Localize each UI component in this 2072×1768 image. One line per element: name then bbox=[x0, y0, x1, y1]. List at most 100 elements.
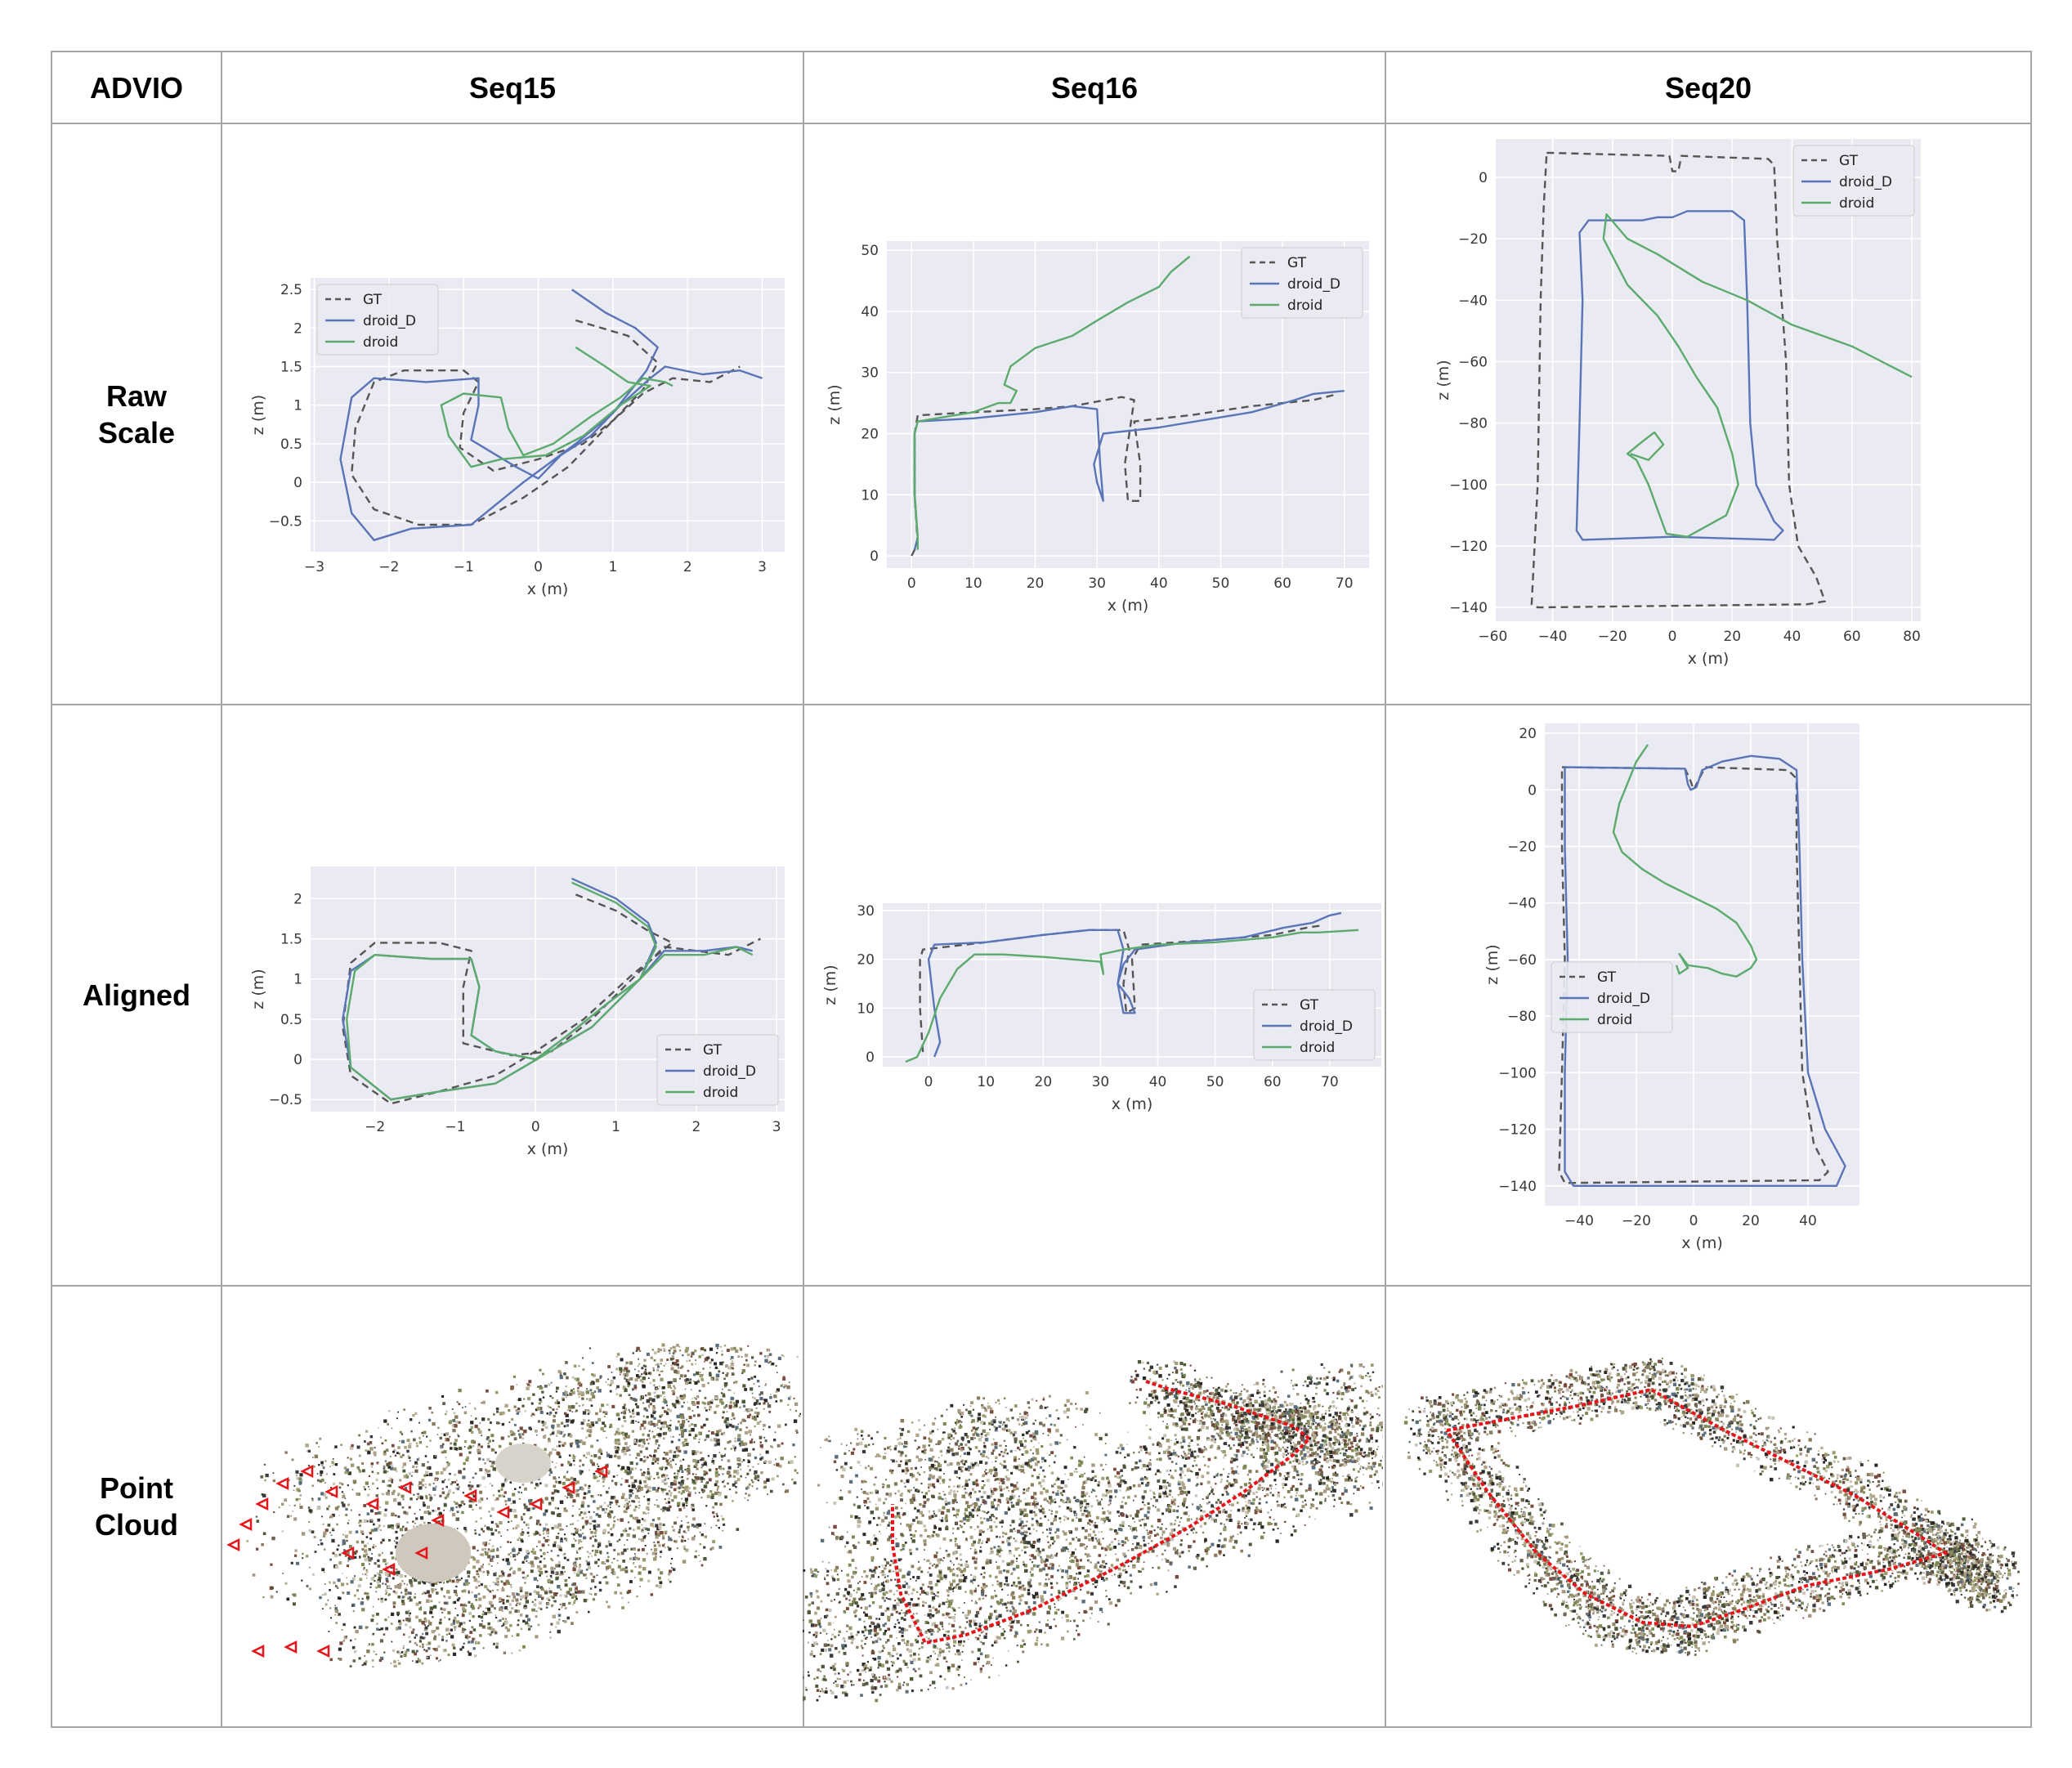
y-tick-label: 30 bbox=[861, 365, 879, 382]
series-line-droid bbox=[345, 881, 754, 1101]
y-tick-label: 50 bbox=[861, 243, 879, 259]
cloud-object bbox=[396, 1524, 471, 1582]
x-tick-label: −2 bbox=[378, 559, 399, 575]
row-label-aligned: Aligned bbox=[83, 978, 190, 1012]
y-tick-label: 30 bbox=[857, 903, 875, 920]
series-line-gt bbox=[1558, 766, 1829, 1184]
y-tick-label: 1.5 bbox=[280, 932, 302, 948]
x-axis-label: x (m) bbox=[527, 1140, 569, 1158]
seq16-raw-plot: 0 10 20 30 40 50 60 70 0 10 20 30 40 50 x (m) z (m) GT dr… bbox=[826, 241, 1369, 615]
x-tick-label: 40 bbox=[1149, 1074, 1167, 1090]
row-label-raw-scale: Raw Scale bbox=[97, 378, 176, 450]
series-line-droid bbox=[440, 346, 674, 468]
series-line-droid bbox=[1602, 213, 1913, 538]
x-axis-label: x (m) bbox=[1681, 1234, 1723, 1252]
y-tick-label: −20 bbox=[1458, 231, 1488, 248]
y-tick-label: 10 bbox=[857, 1000, 875, 1017]
legend-label: droid bbox=[1300, 1040, 1335, 1056]
y-tick-label: −40 bbox=[1507, 896, 1537, 912]
table-rule bbox=[1385, 52, 1386, 1726]
series-line-gt bbox=[1530, 151, 1826, 609]
y-tick-label: −120 bbox=[1498, 1122, 1537, 1139]
x-tick-label: 40 bbox=[1150, 575, 1168, 592]
seq20-raw-plot: −60 −40 −20 0 20 40 60 80 −140 −120 −100 −80 −60 −40 −… bbox=[1434, 139, 1921, 668]
x-tick-label: 20 bbox=[1723, 629, 1741, 645]
y-tick-label: 0 bbox=[293, 1052, 302, 1068]
legend-label: droid bbox=[1839, 195, 1874, 212]
x-tick-label: 40 bbox=[1783, 629, 1801, 645]
table-rule bbox=[221, 52, 222, 1726]
series-line-gt bbox=[350, 319, 741, 526]
column-header-seq16: Seq16 bbox=[1050, 70, 1139, 105]
y-tick-label: 0 bbox=[870, 548, 879, 565]
y-tick-label: −140 bbox=[1498, 1179, 1537, 1195]
x-tick-label: 2 bbox=[691, 1119, 700, 1135]
x-tick-label: 0 bbox=[1668, 629, 1677, 645]
series-group bbox=[905, 911, 1359, 1063]
results-table: ADVIO Seq15 Seq16 Seq20 Raw Scale Aligne… bbox=[51, 51, 2032, 1728]
y-tick-label: 20 bbox=[857, 952, 875, 969]
x-tick-label: 60 bbox=[1843, 629, 1861, 645]
x-axis-label: x (m) bbox=[1688, 650, 1730, 668]
x-tick-label: 0 bbox=[534, 559, 543, 575]
series-group bbox=[1530, 151, 1913, 609]
y-tick-label: −40 bbox=[1458, 293, 1488, 309]
legend-label: droid_D bbox=[363, 313, 416, 329]
series-line-droid-d bbox=[1564, 754, 1846, 1187]
y-tick-label: −60 bbox=[1507, 952, 1537, 969]
series-line-droid bbox=[905, 929, 1359, 1063]
y-axis-label: z (m) bbox=[821, 965, 839, 1005]
seq16-point-cloud-image bbox=[803, 1360, 1383, 1703]
y-tick-label: 1 bbox=[293, 398, 302, 414]
point-cloud-trees bbox=[817, 1391, 1105, 1554]
series-line-droid bbox=[1612, 744, 1758, 978]
x-tick-label: 70 bbox=[1336, 575, 1354, 592]
y-tick-label: 20 bbox=[1519, 726, 1537, 742]
y-tick-label: 1.5 bbox=[280, 360, 302, 376]
y-tick-label: −80 bbox=[1507, 1009, 1537, 1025]
y-axis-label: z (m) bbox=[1484, 944, 1501, 984]
y-tick-label: −80 bbox=[1458, 416, 1488, 432]
y-tick-label: 0.5 bbox=[280, 436, 302, 453]
x-tick-label: 60 bbox=[1273, 575, 1291, 592]
y-tick-label: 10 bbox=[861, 487, 879, 504]
x-tick-label: 30 bbox=[1092, 1074, 1110, 1090]
legend-label: droid_D bbox=[1839, 174, 1892, 190]
y-tick-label: −100 bbox=[1449, 477, 1488, 494]
x-tick-label: −20 bbox=[1598, 629, 1627, 645]
legend-label: GT bbox=[1287, 255, 1307, 271]
legend-label: droid bbox=[1287, 298, 1322, 314]
column-header-seq20: Seq20 bbox=[1664, 70, 1752, 105]
legend-label: droid bbox=[703, 1085, 738, 1101]
legend-label: droid_D bbox=[1300, 1018, 1353, 1035]
x-tick-label: −40 bbox=[1564, 1213, 1594, 1229]
y-axis-label: z (m) bbox=[249, 969, 267, 1009]
series-group bbox=[1558, 744, 1846, 1187]
series-line-gt bbox=[919, 924, 1325, 1053]
legend-label: droid bbox=[1597, 1012, 1632, 1028]
x-tick-label: 20 bbox=[1027, 575, 1045, 592]
y-tick-label: 0 bbox=[1479, 170, 1488, 186]
table-rule bbox=[52, 1285, 2030, 1287]
camera-trajectory bbox=[891, 1380, 1313, 1645]
x-tick-label: 60 bbox=[1264, 1074, 1282, 1090]
x-tick-label: 10 bbox=[964, 575, 982, 592]
y-tick-label: 2 bbox=[293, 891, 302, 907]
x-tick-label: 50 bbox=[1212, 575, 1230, 592]
seq15-aligned-plot: −2 −1 0 1 2 3 −0.5 0 0.5 1 1.5 2 x (m) z (m) GT droid_D… bbox=[249, 866, 785, 1158]
plot-area bbox=[1496, 139, 1921, 621]
x-tick-label: 3 bbox=[772, 1119, 781, 1135]
y-tick-label: −0.5 bbox=[269, 513, 302, 530]
y-axis-label: z (m) bbox=[249, 395, 267, 435]
x-axis-label: x (m) bbox=[527, 580, 569, 598]
x-tick-label: 0 bbox=[1689, 1213, 1698, 1229]
x-tick-label: 1 bbox=[611, 1119, 620, 1135]
seq15-raw-plot: −3 −2 −1 0 1 2 3 −0.5 0 0.5 1 1.5 2 2.5 x (m) z (m) GT dr… bbox=[249, 278, 785, 598]
legend-label: GT bbox=[1300, 997, 1319, 1014]
corner-header: ADVIO bbox=[89, 70, 183, 105]
legend-label: GT bbox=[1839, 153, 1859, 169]
x-tick-label: 20 bbox=[1035, 1074, 1053, 1090]
